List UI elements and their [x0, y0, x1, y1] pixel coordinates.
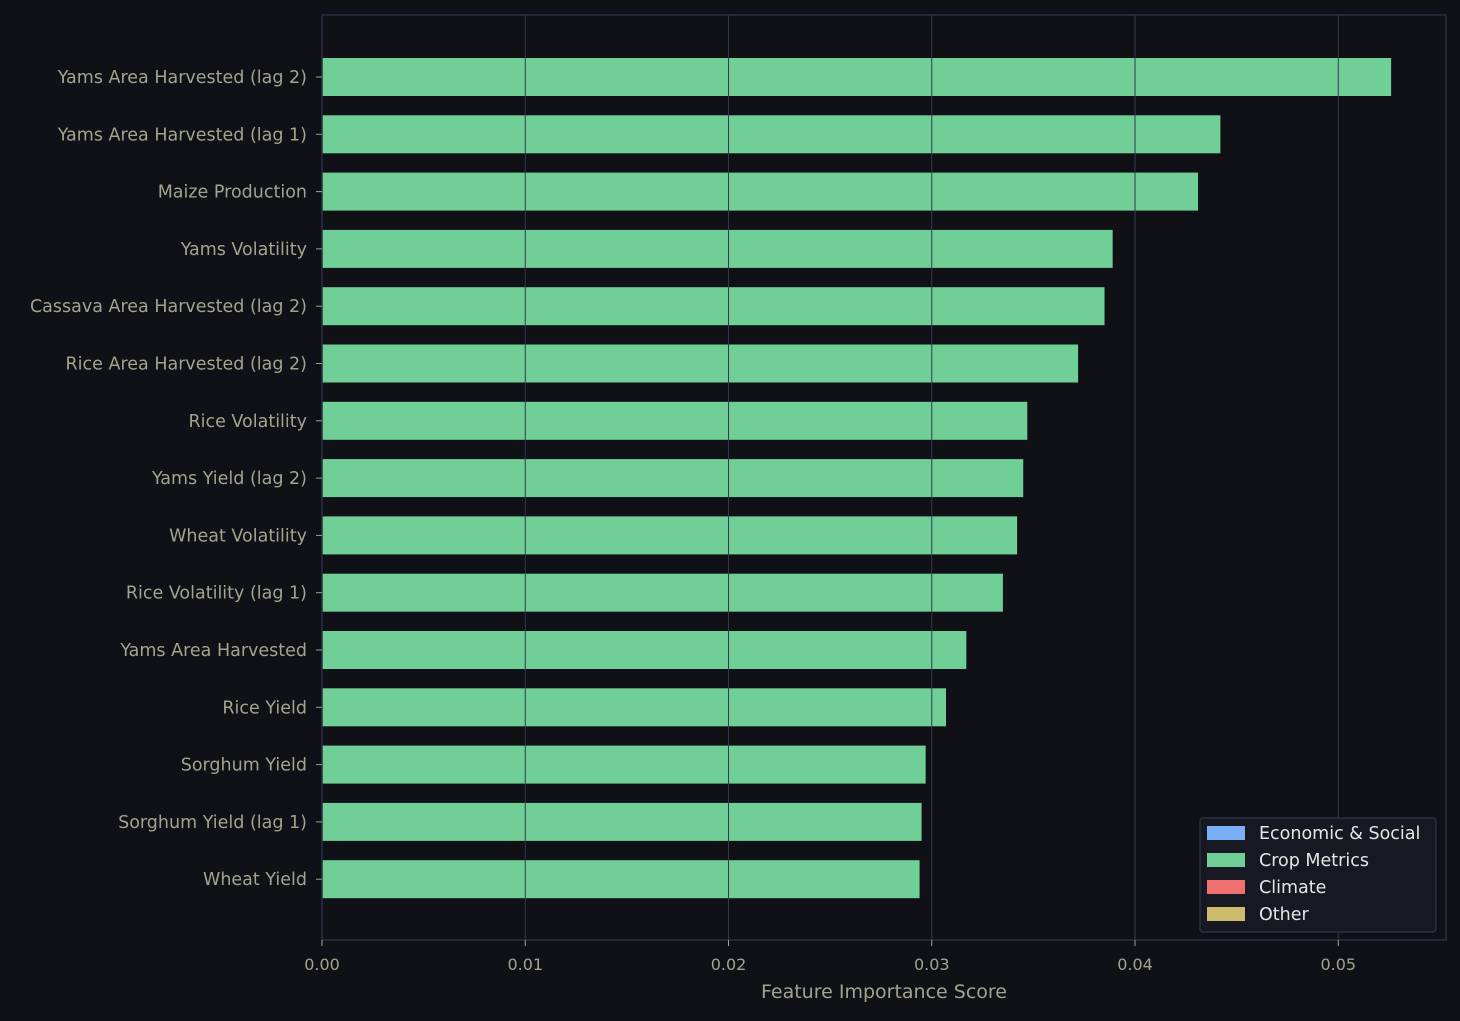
axes-frame: [321, 14, 1447, 941]
bar: [322, 631, 967, 669]
legend-swatch: [1207, 907, 1245, 921]
legend-label: Climate: [1259, 878, 1326, 898]
bar: [322, 401, 1028, 440]
x-axis-ticks: 0.00 0.01 0.02 0.03 0.04 0.05: [304, 940, 1356, 974]
bar: [322, 344, 1079, 383]
bar: [322, 688, 946, 727]
y-tick-label: Rice Area Harvested (lag 2): [66, 355, 307, 375]
y-tick-label: Rice Volatility: [188, 412, 307, 432]
bar: [322, 58, 1392, 96]
y-tick-label: Yams Area Harvested (lag 2): [57, 68, 307, 88]
bar: [322, 516, 1018, 555]
x-tick-label: 0.05: [1320, 955, 1356, 974]
legend-swatch: [1207, 826, 1245, 840]
x-axis-label: Feature Importance Score: [761, 981, 1007, 1003]
y-tick-label: Rice Volatility (lag 1): [126, 584, 307, 604]
y-tick-label: Wheat Volatility: [169, 526, 307, 546]
bar: [322, 860, 920, 899]
y-tick-label: Cassava Area Harvested (lag 2): [30, 297, 307, 317]
y-tick-label: Wheat Yield: [203, 870, 307, 890]
bar: [322, 287, 1105, 326]
x-tick-label: 0.02: [711, 955, 747, 974]
bar: [322, 229, 1113, 268]
x-tick-label: 0.00: [304, 955, 340, 974]
y-tick-label: Maize Production: [158, 183, 307, 203]
bar: [322, 802, 922, 841]
y-tick-label: Yams Area Harvested (lag 1): [57, 125, 307, 145]
bar: [322, 459, 1024, 498]
y-tick-label: Yams Volatility: [180, 240, 307, 260]
y-tick-label: Yams Area Harvested: [119, 641, 307, 661]
x-tick-label: 0.01: [507, 955, 543, 974]
y-tick-label: Sorghum Yield: [181, 756, 307, 776]
bar: [322, 573, 1003, 612]
grid-overlay: [524, 15, 1339, 940]
bars-layer: [322, 58, 1392, 899]
legend-swatch: [1207, 853, 1245, 867]
y-axis-ticks: Yams Area Harvested (lag 2) Yams Area Har…: [30, 68, 322, 890]
bar: [322, 115, 1221, 154]
x-tick-label: 0.03: [914, 955, 950, 974]
y-tick-label: Rice Yield: [222, 698, 307, 718]
legend: Economic & Social Crop Metrics Climate Othe…: [1199, 817, 1437, 933]
legend-swatch: [1207, 880, 1245, 894]
bar: [322, 745, 926, 784]
legend-label: Other: [1259, 905, 1309, 925]
y-tick-label: Sorghum Yield (lag 1): [118, 813, 307, 833]
bar: [322, 172, 1199, 211]
y-tick-label: Yams Yield (lag 2): [151, 469, 307, 489]
legend-frame: [1199, 817, 1437, 933]
x-tick-label: 0.04: [1117, 955, 1153, 974]
legend-label: Economic & Social: [1259, 824, 1420, 844]
legend-label: Crop Metrics: [1259, 851, 1369, 871]
